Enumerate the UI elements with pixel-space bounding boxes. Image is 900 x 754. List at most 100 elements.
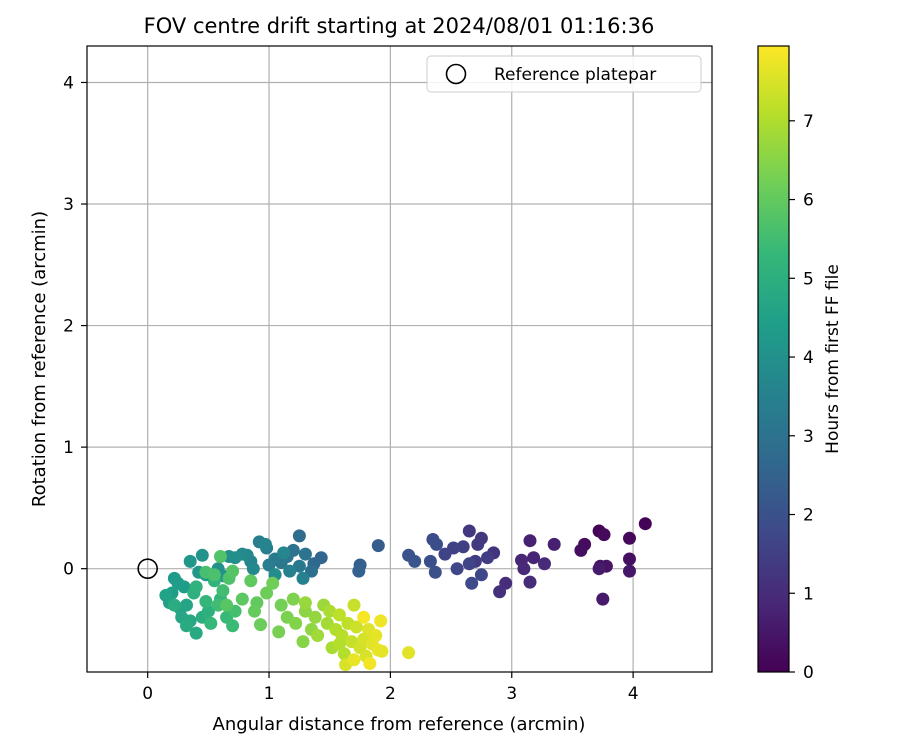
scatter-point [527,551,541,565]
scatter-point [623,552,636,566]
scatter-point [266,576,280,590]
scatter-point [286,592,300,606]
scatter-point [352,564,366,578]
scatter-point [235,592,249,606]
scatter-point [244,574,258,588]
legend: Reference platepar [426,55,702,93]
scatter-point [180,619,193,633]
plot-frame [86,45,713,673]
scatter-point [623,531,636,545]
colorbar-tick-label: 2 [803,506,814,526]
scatter-point [216,584,230,598]
scatter-point [292,529,306,543]
scatter-point [456,540,470,554]
scatter-point [574,543,588,557]
scatter-point [246,562,260,576]
scatter-point [471,537,485,551]
colorbar-tick-label: 5 [803,269,814,289]
y-tick-label: 0 [63,560,74,580]
x-tick-label: 0 [142,684,153,704]
scatter-point [623,564,636,578]
scatter-point [374,614,388,628]
scatter-point [547,537,561,551]
scatter-point [220,598,234,612]
scatter-point [258,537,272,551]
reference-point-marker [137,558,158,579]
colorbar-ticks: 0 1 2 3 4 5 6 7 [789,112,814,683]
scatter-point [177,580,191,594]
scatter-point [159,588,173,602]
scatter-point [283,564,297,578]
scatter-point [180,598,193,612]
x-tick-label: 1 [264,684,275,704]
colorbar-tick-label: 7 [803,112,814,132]
scatter-point [337,647,351,661]
scatter-point [254,618,267,632]
y-tick-label: 3 [63,195,74,215]
scatter-point [465,576,479,590]
scatter-point [462,524,476,538]
y-tick-label: 4 [63,73,74,93]
scatter-point [402,646,416,660]
scatter-point [183,554,197,568]
scatter-point [277,546,291,560]
legend-marker [445,63,467,85]
x-tick-label: 3 [506,684,517,704]
scatter-point [423,554,437,568]
scatter-points [159,517,652,672]
scatter-point [292,559,306,573]
scatter-point [430,537,443,551]
scatter-point [371,539,385,553]
scatter-point [248,604,261,618]
scatter-point [369,629,383,642]
scatter-point [474,568,488,582]
scatter-point [347,598,361,612]
scatter-point [363,657,377,670]
x-tick-label: 4 [628,684,639,704]
colorbar-tick-label: 3 [803,427,814,447]
scatter-point [597,528,611,542]
x-axis-ticks: 0 1 2 3 4 [142,672,639,704]
scatter-point [517,562,531,576]
scatter-point [523,575,537,589]
scatter-point [226,619,240,633]
scatter-point [408,554,422,568]
scatter-point [189,580,203,594]
scatter-point [204,616,218,630]
colorbar-tick-label: 4 [803,348,814,368]
legend-box [426,55,702,93]
scatter-point [332,608,346,622]
chart-title: FOV centre drift starting at 2024/08/01 … [144,14,655,38]
scatter-point [167,598,181,612]
scatter-point [450,562,464,576]
scatter-point [189,626,203,640]
colorbar-tick-label: 1 [803,584,814,604]
scatter-point [296,571,310,585]
scatter-point [428,565,442,579]
y-axis-ticks: 0 1 2 3 4 [63,73,87,580]
scatter-point [349,620,363,634]
y-tick-label: 2 [63,317,74,337]
scatter-point [538,557,551,571]
scatter-point [332,637,346,651]
scatter-point [481,551,494,565]
scatter-point [305,564,318,578]
scatter-point [260,586,274,600]
scatter-point [438,547,452,561]
scatter-point [262,558,276,572]
scatter-point [289,616,303,630]
scatter-point [462,557,476,571]
scatter-point [207,568,221,582]
scatter-point [523,534,537,548]
scatter-point [214,550,227,563]
colorbar-tick-label: 6 [803,191,814,211]
y-axis-label: Rotation from reference (arcmin) [29,211,50,507]
x-axis-label: Angular distance from reference (arcmin) [213,714,586,735]
scatter-point [493,585,507,599]
colorbar-label: Hours from first FF file [823,264,843,454]
scatter-point [596,592,610,606]
scatter-point [199,595,213,608]
colorbar: 0 1 2 3 4 5 6 7 Hours from first FF file [757,45,843,683]
